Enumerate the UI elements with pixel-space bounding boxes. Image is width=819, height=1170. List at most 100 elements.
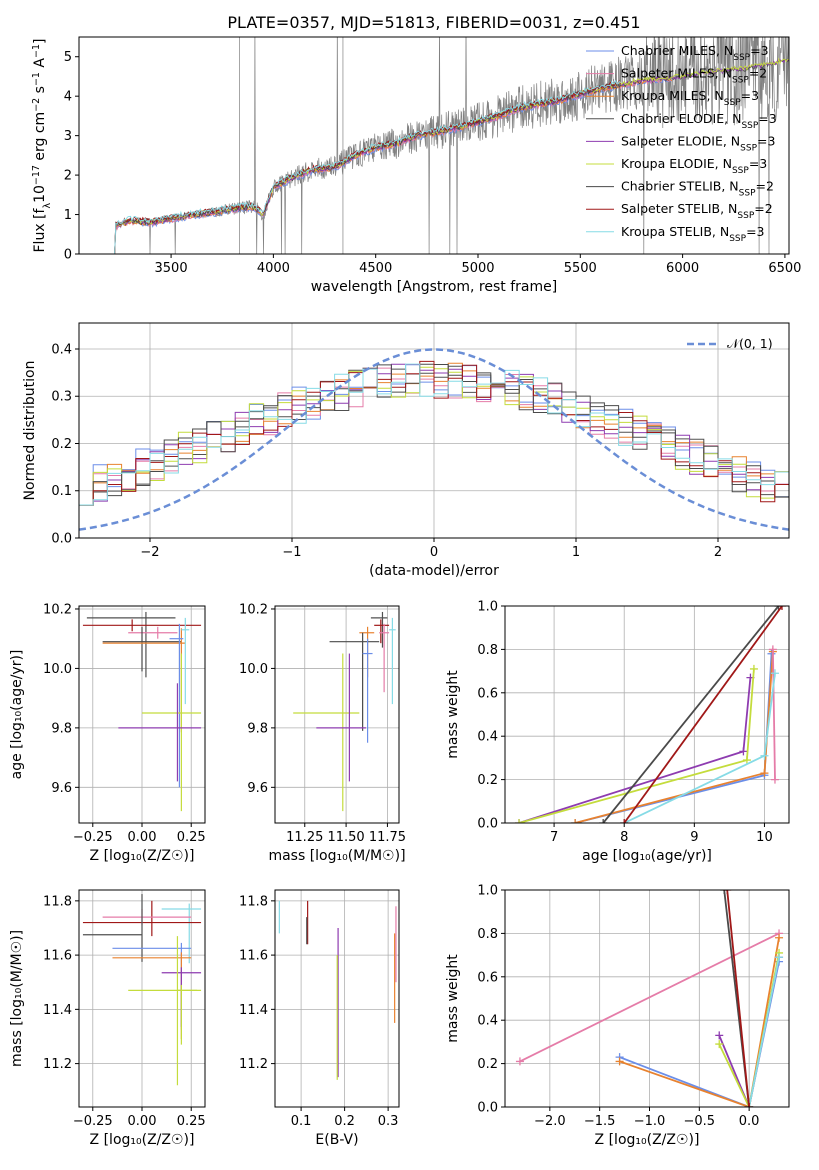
y-axis-label-part: Flux [f (32, 207, 48, 252)
weight-line (619, 937, 780, 1107)
figure-title: PLATE=0357, MJD=51813, FIBERID=0031, z=0… (227, 13, 640, 32)
x-axis-label: mass [log₁₀(M/M☉)] (268, 848, 405, 864)
weight-line (772, 649, 776, 780)
weight-marker (571, 819, 580, 823)
plot-area (109, 37, 789, 254)
y-tick-label: 1.0 (477, 884, 498, 899)
model-series-line (109, 77, 673, 254)
x-tick-label: −1.0 (634, 1114, 666, 1129)
legend-entry-name: Salpeter MILES, N (621, 66, 732, 81)
model-series-line (109, 79, 621, 254)
plot-area (278, 900, 397, 1080)
weight-marker (760, 769, 769, 778)
legend-entry-count: =3 (757, 133, 775, 148)
histogram-step (79, 363, 789, 538)
y-tick-label: 0.1 (51, 484, 72, 499)
x-tick-label: 11.25 (286, 830, 323, 845)
legend-entry-name: Chabrier ELODIE, N (621, 111, 741, 126)
legend-entry-count: =2 (754, 201, 772, 216)
x-tick-label: 4500 (359, 261, 392, 276)
y-tick-label: 10.2 (43, 602, 72, 617)
x-tick-label: 7 (550, 830, 558, 845)
legend-entry-count: =2 (756, 179, 774, 194)
x-tick-label: 3500 (155, 261, 188, 276)
y-tick-label: 10.0 (239, 662, 268, 677)
axes-frame (78, 36, 790, 255)
x-tick-label: 5000 (461, 261, 494, 276)
y-tick-label: 0.4 (477, 1014, 498, 1029)
y-tick-label: 11.8 (43, 894, 72, 909)
chart-spectrum: 3500 4000 4500 5000 5500 6000 6500 0 1 2 3 4 5 wavele… (31, 36, 801, 295)
x-tick-label: 0.00 (128, 830, 157, 845)
x-tick-label: 2 (714, 545, 722, 560)
weight-marker (720, 890, 729, 894)
x-axis-label: age [log₁₀(age/yr)] (582, 848, 712, 864)
x-axis-label: (data-model)/error (369, 563, 499, 579)
y-tick-label: 11.6 (43, 949, 72, 964)
legend-entry-sub: SSP (733, 53, 750, 63)
y-axis-label-part: −1 (31, 72, 42, 86)
weight-line (623, 606, 783, 823)
y-tick-label: 3 (64, 129, 72, 144)
legend-entry-count: =3 (741, 88, 759, 103)
x-axis-label: Z [log₁₀(Z/Z☉)] (90, 848, 195, 864)
weight-marker (745, 1103, 754, 1107)
x-tick-label: 0 (430, 545, 438, 560)
y-tick-label: 5 (64, 50, 72, 65)
y-tick-label: 0.4 (51, 342, 72, 357)
weight-marker (770, 669, 779, 678)
legend-entry: Kroupa STELIB, NSSP=3 (621, 224, 765, 244)
y-axis-label-part: −2 (31, 98, 42, 112)
x-tick-label: −2.0 (534, 1114, 566, 1129)
x-tick-label: 8 (620, 830, 628, 845)
legend-entry-sub: SSP (741, 121, 758, 131)
y-tick-label: 11.2 (239, 1057, 268, 1072)
plot-area (293, 611, 396, 812)
axes-frame (504, 889, 790, 1108)
y-axis-label-part: ] (32, 38, 48, 43)
x-tick-label: 6000 (666, 261, 699, 276)
x-tick-label: 1 (572, 545, 580, 560)
y-tick-label: 11.6 (239, 949, 268, 964)
y-tick-label: 0.2 (51, 437, 72, 452)
legend-entry: Chabrier STELIB, NSSP=2 (621, 179, 774, 199)
y-tick-label: 9.6 (247, 781, 268, 796)
y-axis-label: mass weight (445, 954, 461, 1043)
x-axis-label: E(B-V) (315, 1132, 358, 1148)
x-tick-label: 10 (756, 830, 773, 845)
legend-entry-sub: SSP (724, 98, 741, 108)
weight-marker (715, 1040, 724, 1049)
x-tick-label: −0.5 (684, 1114, 716, 1129)
weight-marker (777, 606, 786, 610)
chart-age_vs_mass: 11.25 11.50 11.75 9.6 9.8 10.0 10.2 mass [log₁₀… (239, 602, 406, 864)
legend-entry-sub: SSP (737, 211, 754, 221)
x-tick-label: −0.25 (73, 830, 113, 845)
x-tick-label: 5500 (564, 261, 597, 276)
axes-frame (504, 605, 790, 824)
weight-marker (768, 645, 777, 654)
y-tick-label: 0.4 (477, 730, 498, 745)
legend-entry-sub: SSP (732, 166, 749, 176)
legend-entry: Kroupa MILES, NSSP=3 (621, 88, 759, 108)
weight-marker (723, 890, 732, 894)
weight-marker (760, 751, 769, 760)
weight-marker (599, 819, 608, 823)
y-tick-label: 10.2 (239, 602, 268, 617)
y-tick-label: 0.6 (477, 686, 498, 701)
weight-marker (615, 1057, 624, 1066)
chart-mass_vs_ebv: 0.1 0.2 0.3 11.2 11.4 11.6 11.8 E(B-V) (239, 889, 400, 1148)
weight-marker (515, 819, 524, 823)
plot-area (515, 606, 786, 823)
y-tick-label: 0.3 (51, 390, 72, 405)
chart-residuals: −2 −1 0 1 2 0.0 0.1 0.2 0.3 0.4 (data-model)/error… (22, 322, 790, 579)
legend-entry-name: Chabrier MILES, N (621, 43, 733, 58)
weight-marker (749, 664, 758, 673)
legend-entry: Salpeter STELIB, NSSP=2 (621, 201, 773, 221)
y-tick-label: 10.0 (43, 662, 72, 677)
y-tick-label: 0.6 (477, 970, 498, 985)
weight-marker (775, 933, 784, 942)
y-tick-label: 11.4 (239, 1003, 268, 1018)
y-axis-label-part: −17 (31, 165, 42, 185)
x-tick-label: 6500 (768, 261, 801, 276)
